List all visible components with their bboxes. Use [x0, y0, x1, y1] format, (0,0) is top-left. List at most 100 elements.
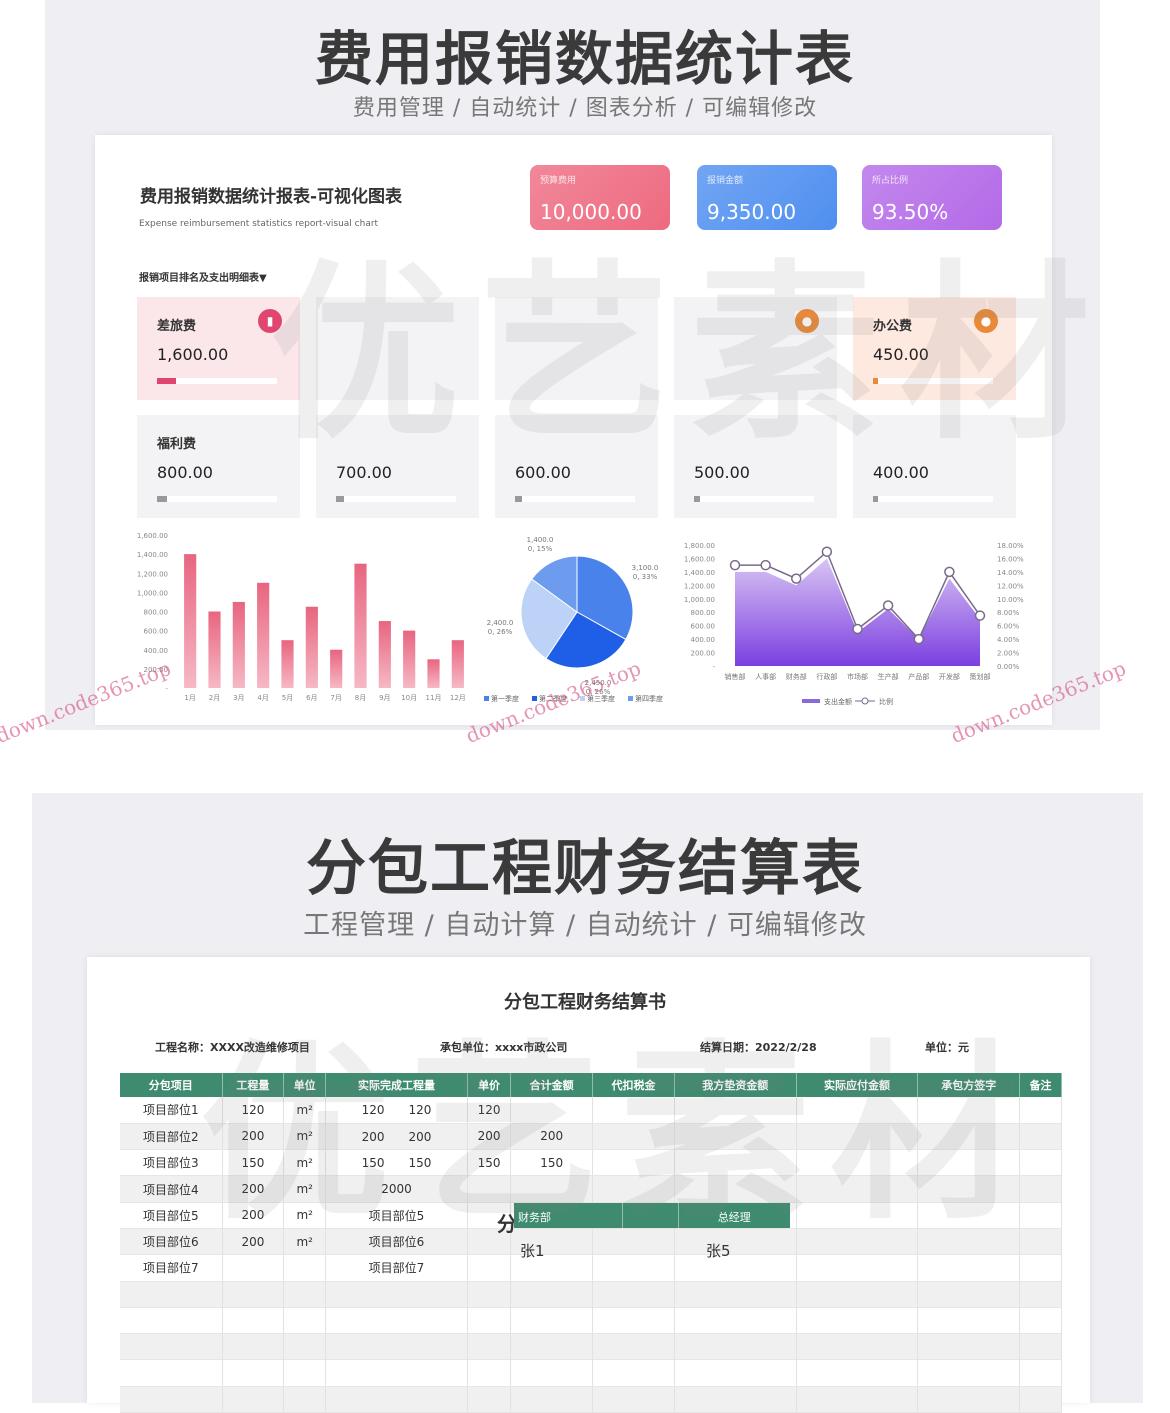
- table-cell[interactable]: 项目部位6: [325, 1228, 468, 1256]
- table-cell[interactable]: [283, 1386, 327, 1413]
- table-cell[interactable]: [283, 1359, 327, 1387]
- column-header[interactable]: 合计金额: [510, 1073, 594, 1097]
- table-cell[interactable]: [592, 1281, 675, 1308]
- table-cell[interactable]: [1019, 1333, 1062, 1361]
- table-cell[interactable]: [917, 1359, 1021, 1387]
- table-cell[interactable]: [120, 1333, 223, 1361]
- table-cell[interactable]: [592, 1123, 675, 1151]
- table-cell[interactable]: 2000: [325, 1175, 468, 1203]
- table-cell[interactable]: 项目部位5: [325, 1202, 468, 1229]
- table-cell[interactable]: m²: [283, 1097, 327, 1124]
- table-cell[interactable]: [283, 1281, 327, 1308]
- table-cell[interactable]: 项目部位7: [325, 1254, 468, 1282]
- column-header[interactable]: 备注: [1019, 1073, 1062, 1097]
- column-header[interactable]: 实际应付金额: [796, 1073, 919, 1097]
- table-cell[interactable]: [222, 1281, 285, 1308]
- table-cell[interactable]: 200: [467, 1123, 512, 1151]
- column-header[interactable]: 分包项目: [120, 1073, 223, 1097]
- table-cell[interactable]: [222, 1307, 285, 1335]
- table-cell[interactable]: [325, 1281, 468, 1308]
- table-cell[interactable]: 120: [467, 1097, 512, 1124]
- table-cell[interactable]: [1019, 1175, 1062, 1203]
- table-cell[interactable]: [467, 1202, 512, 1229]
- table-cell[interactable]: [467, 1333, 512, 1361]
- table-cell[interactable]: [796, 1333, 919, 1361]
- table-cell[interactable]: 项目部位2: [120, 1123, 223, 1151]
- table-cell[interactable]: [674, 1333, 797, 1361]
- table-cell[interactable]: [674, 1175, 797, 1203]
- table-cell[interactable]: [1019, 1149, 1062, 1177]
- table-cell[interactable]: [222, 1254, 285, 1282]
- column-header[interactable]: 承包方签字: [917, 1073, 1021, 1097]
- table-cell[interactable]: m²: [283, 1149, 327, 1177]
- table-cell[interactable]: [592, 1254, 675, 1282]
- table-cell[interactable]: 200: [222, 1202, 285, 1229]
- table-cell[interactable]: [1019, 1202, 1062, 1229]
- table-cell[interactable]: [796, 1254, 919, 1282]
- table-cell[interactable]: 项目部位4: [120, 1175, 223, 1203]
- table-cell[interactable]: [674, 1228, 797, 1256]
- table-cell[interactable]: [917, 1307, 1021, 1335]
- table-cell[interactable]: [674, 1386, 797, 1413]
- table-cell[interactable]: [510, 1228, 594, 1256]
- table-cell[interactable]: [592, 1175, 675, 1203]
- table-cell[interactable]: 200 200: [325, 1123, 468, 1151]
- table-cell[interactable]: 项目部位1: [120, 1097, 223, 1124]
- table-cell[interactable]: [467, 1307, 512, 1335]
- table-cell[interactable]: [467, 1281, 512, 1308]
- table-cell[interactable]: [592, 1333, 675, 1361]
- table-cell[interactable]: [510, 1175, 594, 1203]
- column-header[interactable]: 实际完成工程量: [325, 1073, 468, 1097]
- table-cell[interactable]: [283, 1333, 327, 1361]
- table-cell[interactable]: [283, 1254, 327, 1282]
- table-cell[interactable]: [674, 1254, 797, 1282]
- column-header[interactable]: 我方垫资金额: [674, 1073, 797, 1097]
- table-cell[interactable]: [796, 1228, 919, 1256]
- table-cell[interactable]: 200: [510, 1123, 594, 1151]
- table-cell[interactable]: [592, 1228, 675, 1256]
- table-cell[interactable]: [510, 1281, 594, 1308]
- table-cell[interactable]: m²: [283, 1228, 327, 1256]
- table-cell[interactable]: [917, 1149, 1021, 1177]
- table-cell[interactable]: [325, 1307, 468, 1335]
- table-cell[interactable]: [796, 1386, 919, 1413]
- table-cell[interactable]: [917, 1254, 1021, 1282]
- table-cell[interactable]: [1019, 1359, 1062, 1387]
- table-cell[interactable]: 150 150: [325, 1149, 468, 1177]
- table-cell[interactable]: 项目部位3: [120, 1149, 223, 1177]
- table-cell[interactable]: [1019, 1228, 1062, 1256]
- table-cell[interactable]: [325, 1359, 468, 1387]
- column-header[interactable]: 代扣税金: [592, 1073, 675, 1097]
- table-cell[interactable]: [917, 1386, 1021, 1413]
- column-header[interactable]: 单位: [283, 1073, 327, 1097]
- table-cell[interactable]: 150: [222, 1149, 285, 1177]
- table-cell[interactable]: [796, 1097, 919, 1124]
- table-cell[interactable]: [796, 1281, 919, 1308]
- table-cell[interactable]: [674, 1359, 797, 1387]
- table-cell[interactable]: [917, 1175, 1021, 1203]
- table-cell[interactable]: [222, 1386, 285, 1413]
- table-cell[interactable]: [592, 1307, 675, 1335]
- table-cell[interactable]: [1019, 1307, 1062, 1335]
- table-cell[interactable]: 200: [222, 1175, 285, 1203]
- table-cell[interactable]: [796, 1123, 919, 1151]
- table-cell[interactable]: [222, 1333, 285, 1361]
- table-cell[interactable]: [283, 1307, 327, 1335]
- table-cell[interactable]: [796, 1202, 919, 1229]
- table-cell[interactable]: [917, 1202, 1021, 1229]
- table-cell[interactable]: [917, 1281, 1021, 1308]
- table-cell[interactable]: [796, 1175, 919, 1203]
- table-cell[interactable]: [674, 1097, 797, 1124]
- table-cell[interactable]: [467, 1228, 512, 1256]
- table-cell[interactable]: [510, 1254, 594, 1282]
- table-cell[interactable]: [467, 1386, 512, 1413]
- table-cell[interactable]: [592, 1149, 675, 1177]
- table-cell[interactable]: [467, 1359, 512, 1387]
- table-cell[interactable]: 项目部位6: [120, 1228, 223, 1256]
- table-cell[interactable]: [917, 1333, 1021, 1361]
- table-cell[interactable]: [592, 1097, 675, 1124]
- table-cell[interactable]: [796, 1149, 919, 1177]
- table-cell[interactable]: [917, 1228, 1021, 1256]
- table-cell[interactable]: [510, 1333, 594, 1361]
- table-cell[interactable]: [796, 1307, 919, 1335]
